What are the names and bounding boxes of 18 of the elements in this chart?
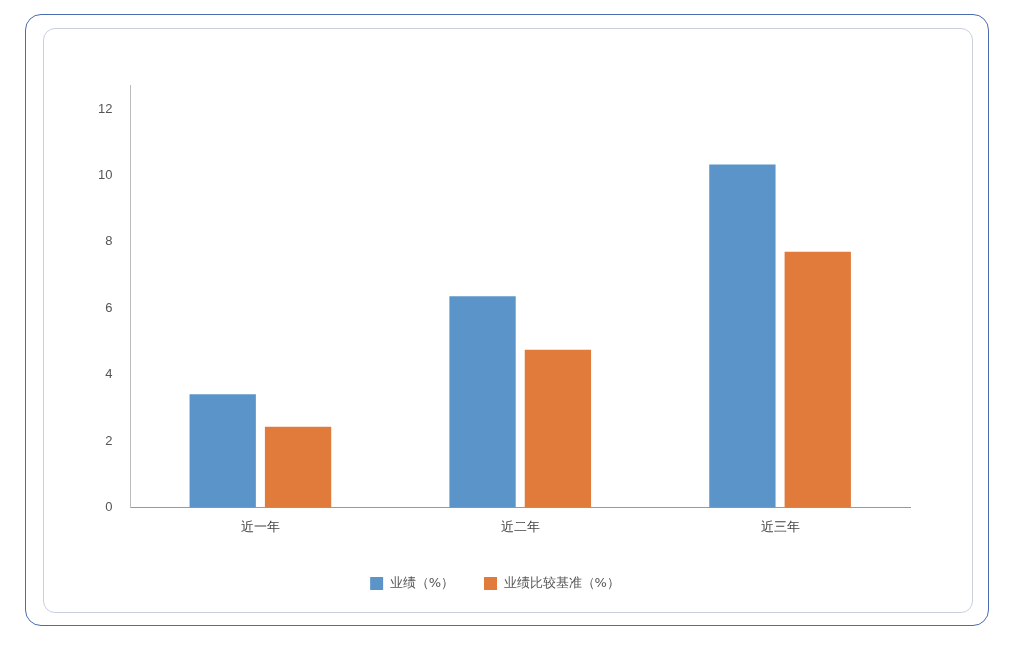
legend-label: 业绩比较基准（%）	[503, 574, 620, 590]
bar	[449, 296, 516, 508]
bar	[784, 251, 851, 508]
y-tick-label: 2	[105, 432, 113, 448]
y-tick-label: 8	[105, 233, 113, 249]
bar	[524, 349, 592, 508]
bar	[264, 426, 332, 508]
bar	[189, 394, 256, 508]
legend-label: 业绩（%）	[389, 574, 455, 590]
x-tick-label: 近三年	[760, 518, 800, 534]
y-tick-label: 10	[97, 167, 113, 183]
bar	[709, 164, 776, 508]
y-tick-label: 0	[105, 498, 113, 514]
x-tick-label: 近二年	[500, 518, 540, 534]
y-tick-label: 6	[105, 299, 113, 315]
y-tick-label: 12	[97, 100, 113, 116]
x-tick-label: 近一年	[240, 518, 280, 534]
y-tick-label: 4	[105, 366, 113, 382]
